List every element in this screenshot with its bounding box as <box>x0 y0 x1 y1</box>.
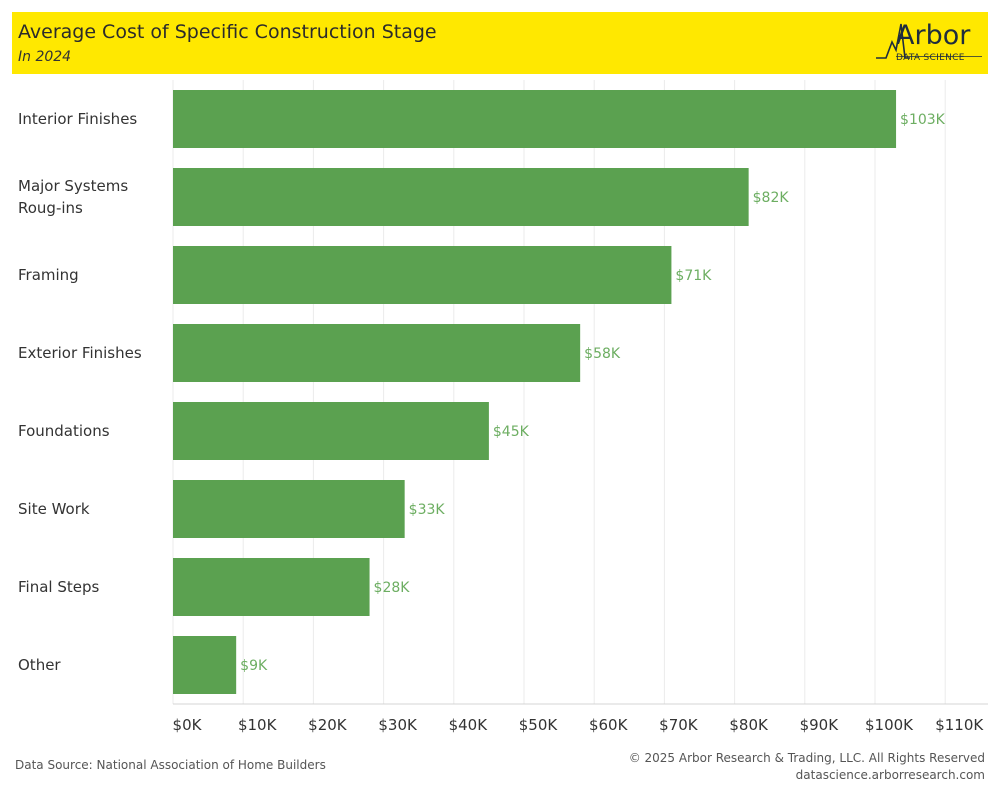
x-tick-label: $0K <box>173 716 203 734</box>
copyright-text: © 2025 Arbor Research & Trading, LLC. Al… <box>628 751 985 765</box>
category-label: Final Steps <box>18 578 99 596</box>
x-tick-label: $40K <box>449 716 489 734</box>
category-label: Interior Finishes <box>18 110 137 128</box>
data-label: $58K <box>584 346 621 362</box>
data-label: $71K <box>675 268 712 284</box>
category-label: Exterior Finishes <box>18 344 142 362</box>
x-tick-label: $100K <box>865 716 914 734</box>
x-tick-label: $70K <box>659 716 699 734</box>
logo-tagline: DATA SCIENCE <box>896 53 965 63</box>
x-tick-label: $90K <box>800 716 840 734</box>
category-label: Framing <box>18 266 79 284</box>
bar <box>173 168 749 226</box>
chart-subtitle: In 2024 <box>18 49 72 65</box>
data-label: $28K <box>374 580 411 596</box>
footer-credits: © 2025 Arbor Research & Trading, LLC. Al… <box>629 750 985 784</box>
logo-peak-icon <box>876 23 982 59</box>
chart-header: Average Cost of Specific Construction St… <box>12 12 988 74</box>
data-label: $9K <box>240 658 268 674</box>
x-tick-label: $110K <box>935 716 984 734</box>
category-label: Site Work <box>18 500 90 518</box>
bar <box>173 90 897 148</box>
category-label: Major Systems <box>18 177 128 195</box>
chart-title: Average Cost of Specific Construction St… <box>18 21 437 43</box>
bar <box>173 480 405 538</box>
data-label: $82K <box>753 190 790 206</box>
data-label: $103K <box>900 112 946 128</box>
x-tick-label: $20K <box>308 716 348 734</box>
x-tick-label: $10K <box>238 716 278 734</box>
logo-wordmark: Arbor <box>896 20 971 51</box>
x-tick-label: $30K <box>378 716 418 734</box>
data-label: $33K <box>409 502 446 518</box>
bar <box>173 402 489 460</box>
website-link[interactable]: datascience.arborresearch.com <box>795 768 985 782</box>
x-tick-label: $50K <box>519 716 559 734</box>
data-label: $45K <box>493 424 530 440</box>
category-label: Other <box>18 656 61 674</box>
x-tick-label: $80K <box>729 716 769 734</box>
bar <box>173 324 581 382</box>
x-tick-label: $60K <box>589 716 629 734</box>
category-label: Roug-ins <box>18 199 83 217</box>
category-label: Foundations <box>18 422 110 440</box>
arbor-logo: Arbor DATA SCIENCE <box>874 20 984 70</box>
bar <box>173 636 237 694</box>
bar <box>173 558 370 616</box>
data-source-note: Data Source: National Association of Hom… <box>15 758 326 772</box>
bar <box>173 246 672 304</box>
